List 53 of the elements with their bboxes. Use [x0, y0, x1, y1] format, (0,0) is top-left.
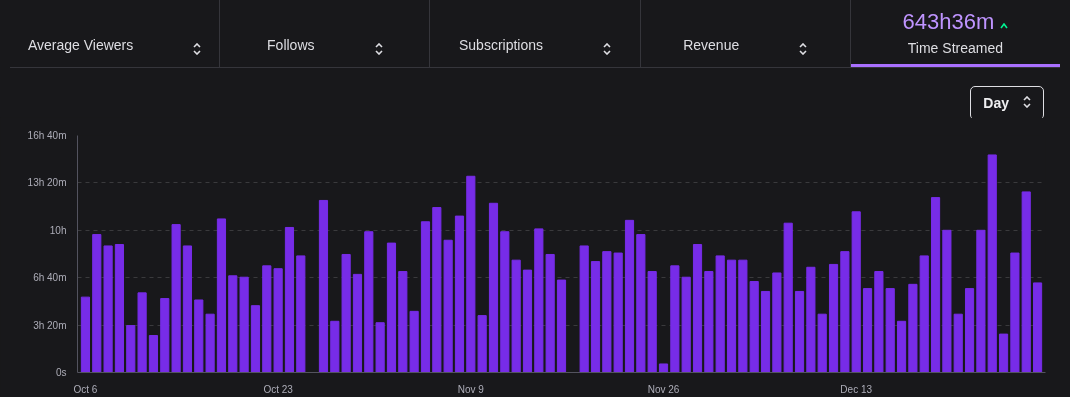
x-tick-label: Oct 23	[263, 383, 294, 395]
bar	[80, 296, 91, 373]
text: Subscriptions	[430, 0, 641, 67]
bar	[556, 279, 567, 373]
bar	[794, 290, 805, 373]
bar	[998, 333, 1009, 373]
text: Day	[970, 86, 1044, 120]
bar	[579, 245, 589, 373]
bar	[182, 245, 193, 373]
bar	[318, 199, 329, 373]
x-tick-label: Nov 9	[457, 383, 485, 395]
bar	[103, 245, 113, 373]
bar	[828, 263, 839, 373]
bar	[964, 288, 975, 373]
bar	[488, 202, 499, 373]
bar	[726, 259, 737, 373]
y-tick-label: 10h	[49, 224, 67, 236]
bar	[1021, 191, 1031, 373]
bar	[386, 242, 397, 373]
bar	[92, 234, 102, 373]
text: 643h36m	[902, 8, 996, 37]
bar	[624, 219, 635, 373]
bar	[284, 226, 295, 373]
bar	[250, 305, 261, 373]
bar	[352, 273, 363, 373]
bar	[1032, 282, 1043, 373]
y-tick-label: 13h 20m	[27, 177, 67, 189]
bar	[692, 244, 703, 373]
bar	[114, 244, 125, 373]
bar	[148, 335, 159, 373]
bar	[1010, 252, 1020, 373]
bar	[862, 288, 873, 373]
y-tick-label: 6h 40m	[33, 272, 67, 284]
bar	[760, 290, 771, 373]
y-tick-label: 3h 20m	[33, 319, 67, 331]
bar	[930, 197, 941, 373]
bar	[522, 269, 533, 373]
text: Time Streamed	[907, 38, 1003, 58]
bar	[296, 255, 306, 373]
x-tick-label: Nov 26	[647, 383, 680, 395]
bar	[454, 215, 465, 373]
bar	[216, 218, 227, 373]
y-tick-label: 0s	[55, 367, 67, 378]
bar	[420, 221, 431, 373]
text: Follows	[220, 0, 431, 67]
y-tick-label: 16h 40m	[27, 130, 67, 141]
bar	[590, 261, 601, 373]
bar	[896, 320, 907, 373]
text: Revenue	[640, 0, 851, 67]
x-tick-label: Oct 6	[73, 383, 98, 395]
x-tick-label: Dec 13	[840, 383, 873, 395]
text: Average Viewers	[10, 0, 221, 67]
bar	[658, 363, 669, 373]
